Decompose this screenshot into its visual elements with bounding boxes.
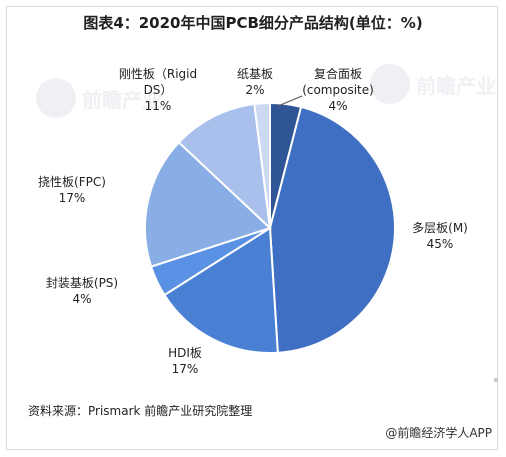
slice-value-label: 17% — [59, 191, 86, 205]
slice-value-label: 4% — [328, 99, 347, 113]
slice-name-label: 纸基板 — [237, 67, 273, 81]
slice-name-label: 多层板(M) — [412, 221, 468, 235]
pie-slice — [144, 141, 272, 268]
pie-slice — [268, 105, 396, 354]
slice-name-label: 刚性板（Rigid — [119, 67, 197, 81]
brand-credit: @前瞻经济学人APP — [385, 426, 492, 440]
chart-title: 图表4：2020年中国PCB细分产品结构(单位：%) — [83, 14, 423, 32]
slice-value-label: 4% — [72, 292, 91, 306]
slice-name-label: 封装基板(PS) — [46, 276, 118, 290]
slice-value-label: 45% — [427, 237, 454, 251]
source-note: 资料来源：Prismark 前瞻产业研究院整理 — [28, 404, 253, 418]
pie-slice — [163, 226, 279, 354]
pie-slice — [253, 101, 271, 229]
slice-name-label: HDI板 — [168, 346, 202, 360]
slice-value-label: 11% — [145, 99, 172, 113]
slice-value-label: 2% — [245, 83, 264, 97]
pie-slice — [177, 102, 272, 231]
corner-mark — [494, 378, 498, 382]
slice-name-label: DS） — [144, 83, 173, 97]
slice-name-label: 复合面板 — [314, 66, 362, 81]
leader-line — [277, 95, 303, 107]
slice-value-label: 17% — [172, 362, 199, 376]
slice-name-label: 挠性板(FPC) — [38, 175, 106, 189]
slice-name-label: (composite) — [302, 83, 374, 97]
chart-frame — [6, 6, 498, 450]
